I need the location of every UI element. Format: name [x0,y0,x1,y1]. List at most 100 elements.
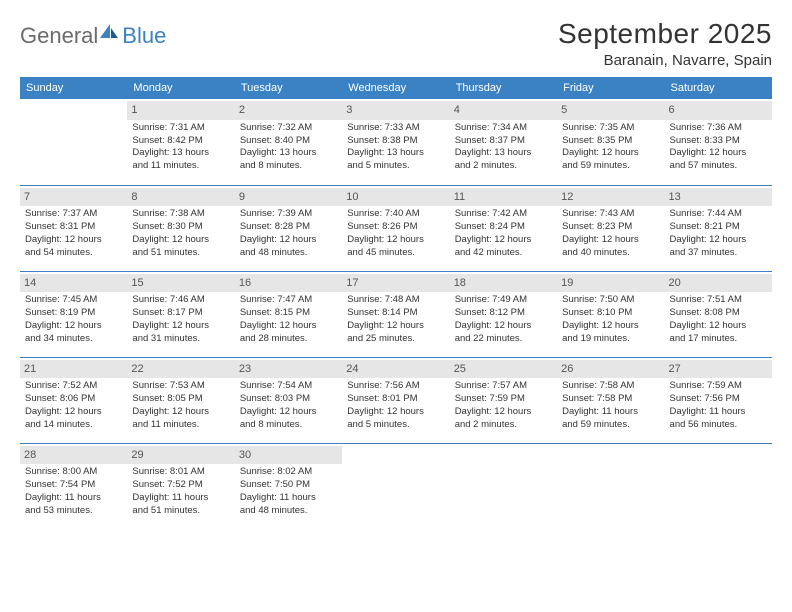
sun-info-line: Sunrise: 7:34 AM [455,122,552,135]
day-number: 20 [665,274,772,293]
sun-info-line: Sunrise: 7:57 AM [455,380,552,393]
sun-info-line: Daylight: 12 hours [240,234,337,247]
sun-info-line: Sunset: 8:23 PM [562,221,659,234]
calendar-cell: 7Sunrise: 7:37 AMSunset: 8:31 PMDaylight… [20,185,127,271]
day-header-row: Sunday Monday Tuesday Wednesday Thursday… [20,77,772,99]
sun-info-line: Sunset: 8:12 PM [455,307,552,320]
sun-info-line: and 2 minutes. [455,419,552,432]
day-header: Saturday [665,77,772,99]
day-number: 19 [557,274,664,293]
calendar-cell [342,443,449,529]
calendar-cell: 25Sunrise: 7:57 AMSunset: 7:59 PMDayligh… [450,357,557,443]
day-number: 15 [127,274,234,293]
sun-info-line: Sunset: 8:15 PM [240,307,337,320]
sun-info-line: Sunset: 7:54 PM [25,479,122,492]
sun-info-line: and 42 minutes. [455,247,552,260]
sun-info-line: Sunset: 8:03 PM [240,393,337,406]
sun-info-line: Sunset: 7:56 PM [670,393,767,406]
calendar-cell: 13Sunrise: 7:44 AMSunset: 8:21 PMDayligh… [665,185,772,271]
day-number: 8 [127,188,234,207]
sun-info-line: and 53 minutes. [25,505,122,518]
calendar-cell: 19Sunrise: 7:50 AMSunset: 8:10 PMDayligh… [557,271,664,357]
sun-info-line: Sunset: 8:33 PM [670,135,767,148]
day-number: 17 [342,274,449,293]
sun-info-line: Daylight: 12 hours [25,320,122,333]
sun-info-line: and 8 minutes. [240,160,337,173]
sun-info-line: Sunset: 8:26 PM [347,221,444,234]
calendar-cell [450,443,557,529]
sun-info-line: Daylight: 13 hours [455,147,552,160]
day-number: 14 [20,274,127,293]
sun-info-line: Daylight: 12 hours [455,234,552,247]
sun-info-line: Sunrise: 7:46 AM [132,294,229,307]
sun-info-line: Daylight: 11 hours [25,492,122,505]
sun-info-line: Daylight: 12 hours [670,320,767,333]
logo: General Blue [20,18,166,50]
sun-info-line: Sunset: 8:24 PM [455,221,552,234]
title-block: September 2025 Baranain, Navarre, Spain [558,18,772,69]
day-number: 22 [127,360,234,379]
sun-info-line: and 37 minutes. [670,247,767,260]
day-number [450,446,557,465]
sun-info-line: Sunrise: 7:35 AM [562,122,659,135]
sun-info-line: Sunrise: 7:53 AM [132,380,229,393]
day-number: 26 [557,360,664,379]
sun-info-line: Sunrise: 8:02 AM [240,466,337,479]
calendar-cell [557,443,664,529]
calendar-body: 1Sunrise: 7:31 AMSunset: 8:42 PMDaylight… [20,99,772,529]
sun-info-line: and 57 minutes. [670,160,767,173]
calendar-row: 7Sunrise: 7:37 AMSunset: 8:31 PMDaylight… [20,185,772,271]
calendar-cell: 22Sunrise: 7:53 AMSunset: 8:05 PMDayligh… [127,357,234,443]
day-number: 2 [235,101,342,120]
sun-info-line: Sunrise: 7:40 AM [347,208,444,221]
calendar-cell: 20Sunrise: 7:51 AMSunset: 8:08 PMDayligh… [665,271,772,357]
sun-info-line: and 45 minutes. [347,247,444,260]
calendar-cell: 12Sunrise: 7:43 AMSunset: 8:23 PMDayligh… [557,185,664,271]
sun-info-line: and 54 minutes. [25,247,122,260]
day-number: 16 [235,274,342,293]
calendar-cell: 8Sunrise: 7:38 AMSunset: 8:30 PMDaylight… [127,185,234,271]
sun-info-line: Sunset: 8:08 PM [670,307,767,320]
calendar-cell [20,99,127,185]
sun-info-line: Daylight: 12 hours [347,320,444,333]
sun-info-line: and 22 minutes. [455,333,552,346]
day-number: 7 [20,188,127,207]
sun-info-line: Daylight: 11 hours [670,406,767,419]
day-number: 21 [20,360,127,379]
sun-info-line: Sunrise: 7:54 AM [240,380,337,393]
calendar-cell: 1Sunrise: 7:31 AMSunset: 8:42 PMDaylight… [127,99,234,185]
day-number: 1 [127,101,234,120]
day-header: Wednesday [342,77,449,99]
day-header: Tuesday [235,77,342,99]
sun-info-line: Daylight: 12 hours [670,234,767,247]
calendar-cell: 16Sunrise: 7:47 AMSunset: 8:15 PMDayligh… [235,271,342,357]
day-header: Monday [127,77,234,99]
sun-info-line: Daylight: 13 hours [347,147,444,160]
day-number [557,446,664,465]
sun-info-line: Sunset: 8:05 PM [132,393,229,406]
calendar-cell: 9Sunrise: 7:39 AMSunset: 8:28 PMDaylight… [235,185,342,271]
calendar-cell: 5Sunrise: 7:35 AMSunset: 8:35 PMDaylight… [557,99,664,185]
calendar-cell [665,443,772,529]
sun-info-line: Sunset: 8:38 PM [347,135,444,148]
day-header: Thursday [450,77,557,99]
day-number: 6 [665,101,772,120]
sun-info-line: Sunset: 8:37 PM [455,135,552,148]
sun-info-line: Sunset: 8:21 PM [670,221,767,234]
day-number: 29 [127,446,234,465]
calendar-cell: 28Sunrise: 8:00 AMSunset: 7:54 PMDayligh… [20,443,127,529]
sun-info-line: and 14 minutes. [25,419,122,432]
sun-info-line: and 48 minutes. [240,247,337,260]
calendar-cell: 3Sunrise: 7:33 AMSunset: 8:38 PMDaylight… [342,99,449,185]
sun-info-line: Daylight: 12 hours [455,320,552,333]
sun-info-line: and 28 minutes. [240,333,337,346]
sun-info-line: Sunrise: 7:37 AM [25,208,122,221]
sun-info-line: Sunrise: 7:52 AM [25,380,122,393]
day-number: 9 [235,188,342,207]
sun-info-line: Daylight: 12 hours [25,406,122,419]
calendar-cell: 18Sunrise: 7:49 AMSunset: 8:12 PMDayligh… [450,271,557,357]
sun-info-line: Sunrise: 7:39 AM [240,208,337,221]
calendar-row: 14Sunrise: 7:45 AMSunset: 8:19 PMDayligh… [20,271,772,357]
sun-info-line: Daylight: 12 hours [132,406,229,419]
sun-info-line: Sunset: 8:19 PM [25,307,122,320]
